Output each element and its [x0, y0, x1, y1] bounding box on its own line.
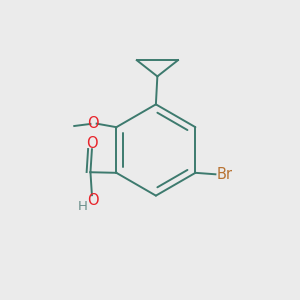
Text: Br: Br — [217, 167, 233, 182]
Text: O: O — [87, 193, 99, 208]
Text: O: O — [87, 116, 99, 131]
Text: H: H — [78, 200, 87, 213]
Text: O: O — [86, 136, 98, 152]
